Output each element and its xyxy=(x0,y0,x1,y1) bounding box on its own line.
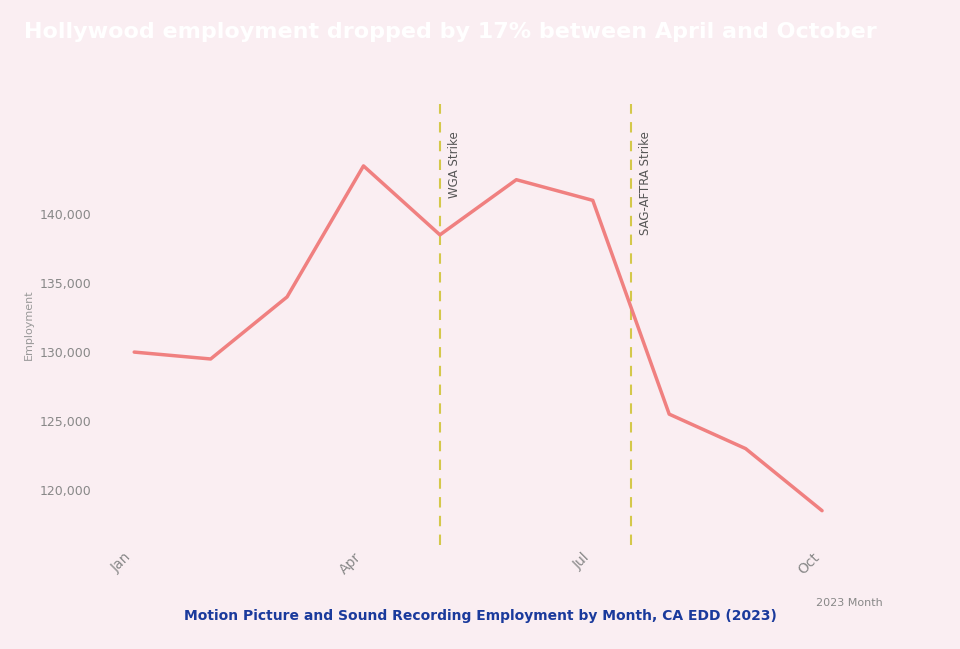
Y-axis label: Employment: Employment xyxy=(24,289,34,360)
Text: WGA Strike: WGA Strike xyxy=(447,131,461,198)
Text: 2023 Month: 2023 Month xyxy=(816,598,883,608)
Text: Motion Picture and Sound Recording Employment by Month, CA EDD (2023): Motion Picture and Sound Recording Emplo… xyxy=(183,609,777,623)
Text: SAG-AFTRA Strike: SAG-AFTRA Strike xyxy=(638,131,652,236)
Text: Hollywood employment dropped by 17% between April and October: Hollywood employment dropped by 17% betw… xyxy=(24,23,876,42)
